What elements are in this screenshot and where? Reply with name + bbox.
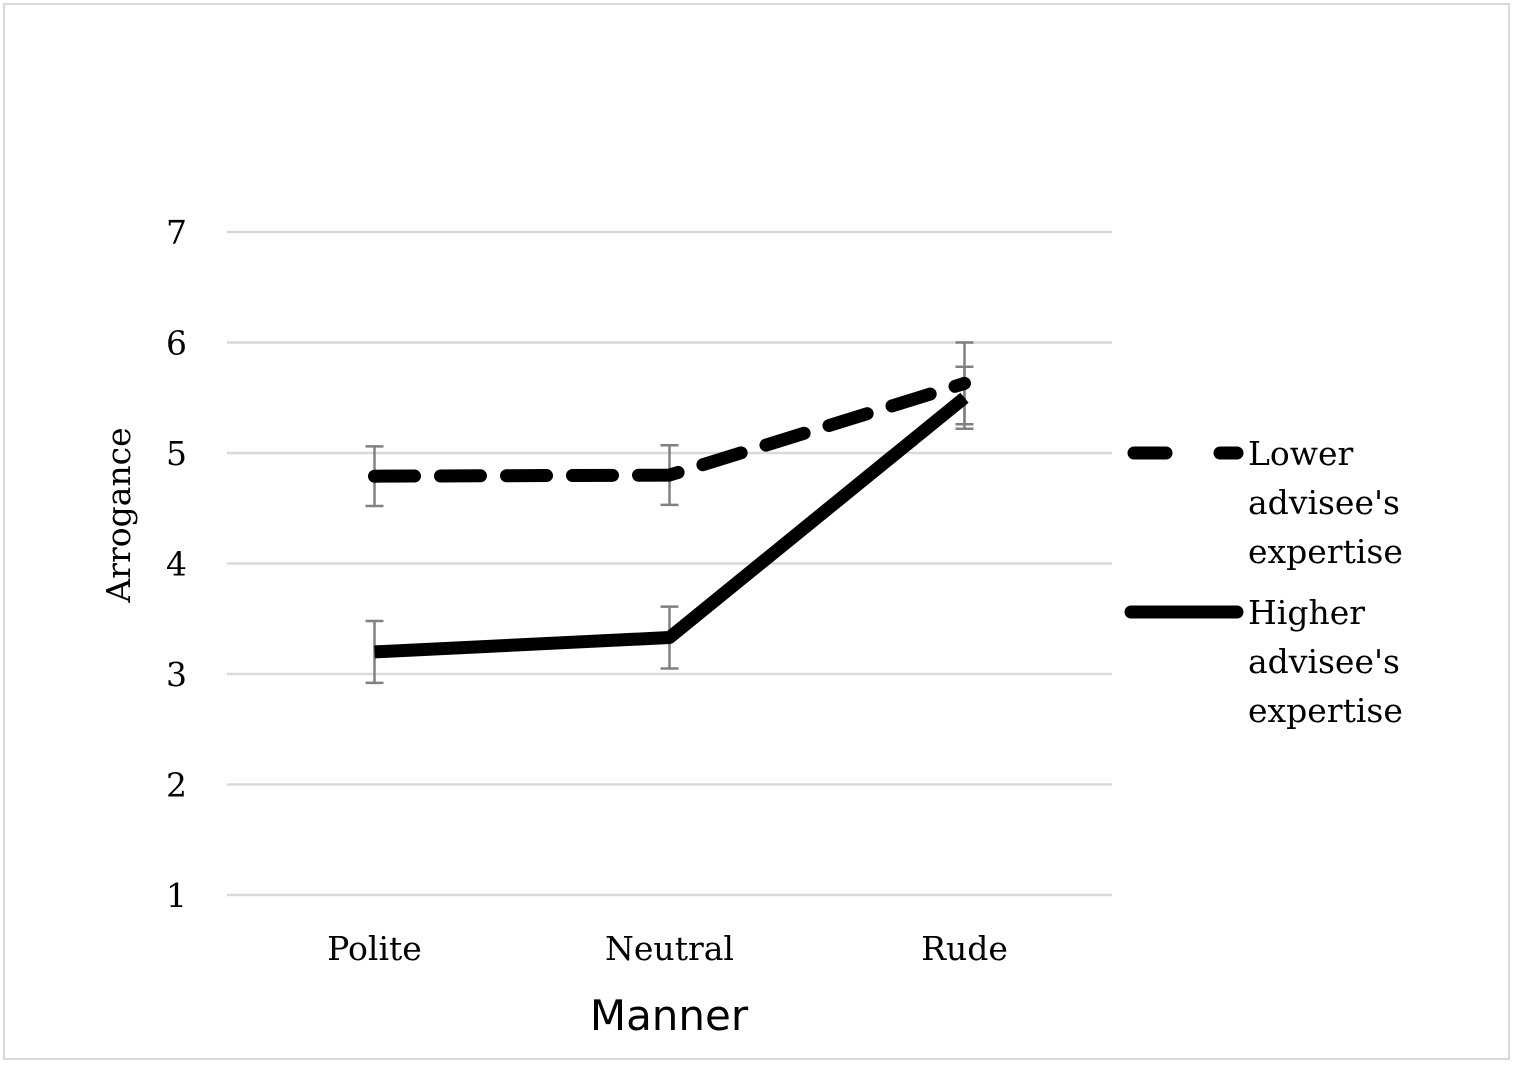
legend-item: Higher advisee's expertise [1124, 593, 1403, 730]
y-tick-labels: 1 2 3 4 5 6 7 [166, 213, 187, 915]
y-tick-label: 4 [166, 545, 187, 584]
series-line-higher-expertise [374, 392, 969, 659]
y-tick-label: 5 [166, 434, 187, 473]
series-lines [368, 376, 971, 659]
y-tick-label: 6 [166, 324, 187, 363]
error-bars [365, 341, 974, 685]
series-line-lower-expertise [368, 376, 971, 483]
legend: Lower advisee's expertise Higher advisee's ex… [1124, 434, 1403, 730]
x-axis-title: Manner [590, 991, 749, 1040]
legend-label: Higher advisee's expertise [1248, 593, 1403, 730]
x-tick-labels: Polite Neutral Rude [327, 929, 1008, 968]
x-tick-label: Polite [327, 929, 422, 968]
legend-item: Lower advisee's expertise [1127, 434, 1403, 571]
y-axis-title: Arrogance [99, 427, 138, 603]
y-tick-label: 3 [166, 655, 187, 694]
y-tick-label: 7 [166, 213, 187, 252]
y-tick-label: 1 [166, 876, 187, 915]
chart-frame [3, 3, 1510, 1060]
x-tick-label: Rude [921, 929, 1008, 968]
y-tick-label: 2 [166, 766, 187, 805]
legend-label: Lower advisee's expertise [1248, 434, 1403, 571]
gridlines [227, 230, 1112, 897]
x-tick-label: Neutral [605, 929, 734, 968]
